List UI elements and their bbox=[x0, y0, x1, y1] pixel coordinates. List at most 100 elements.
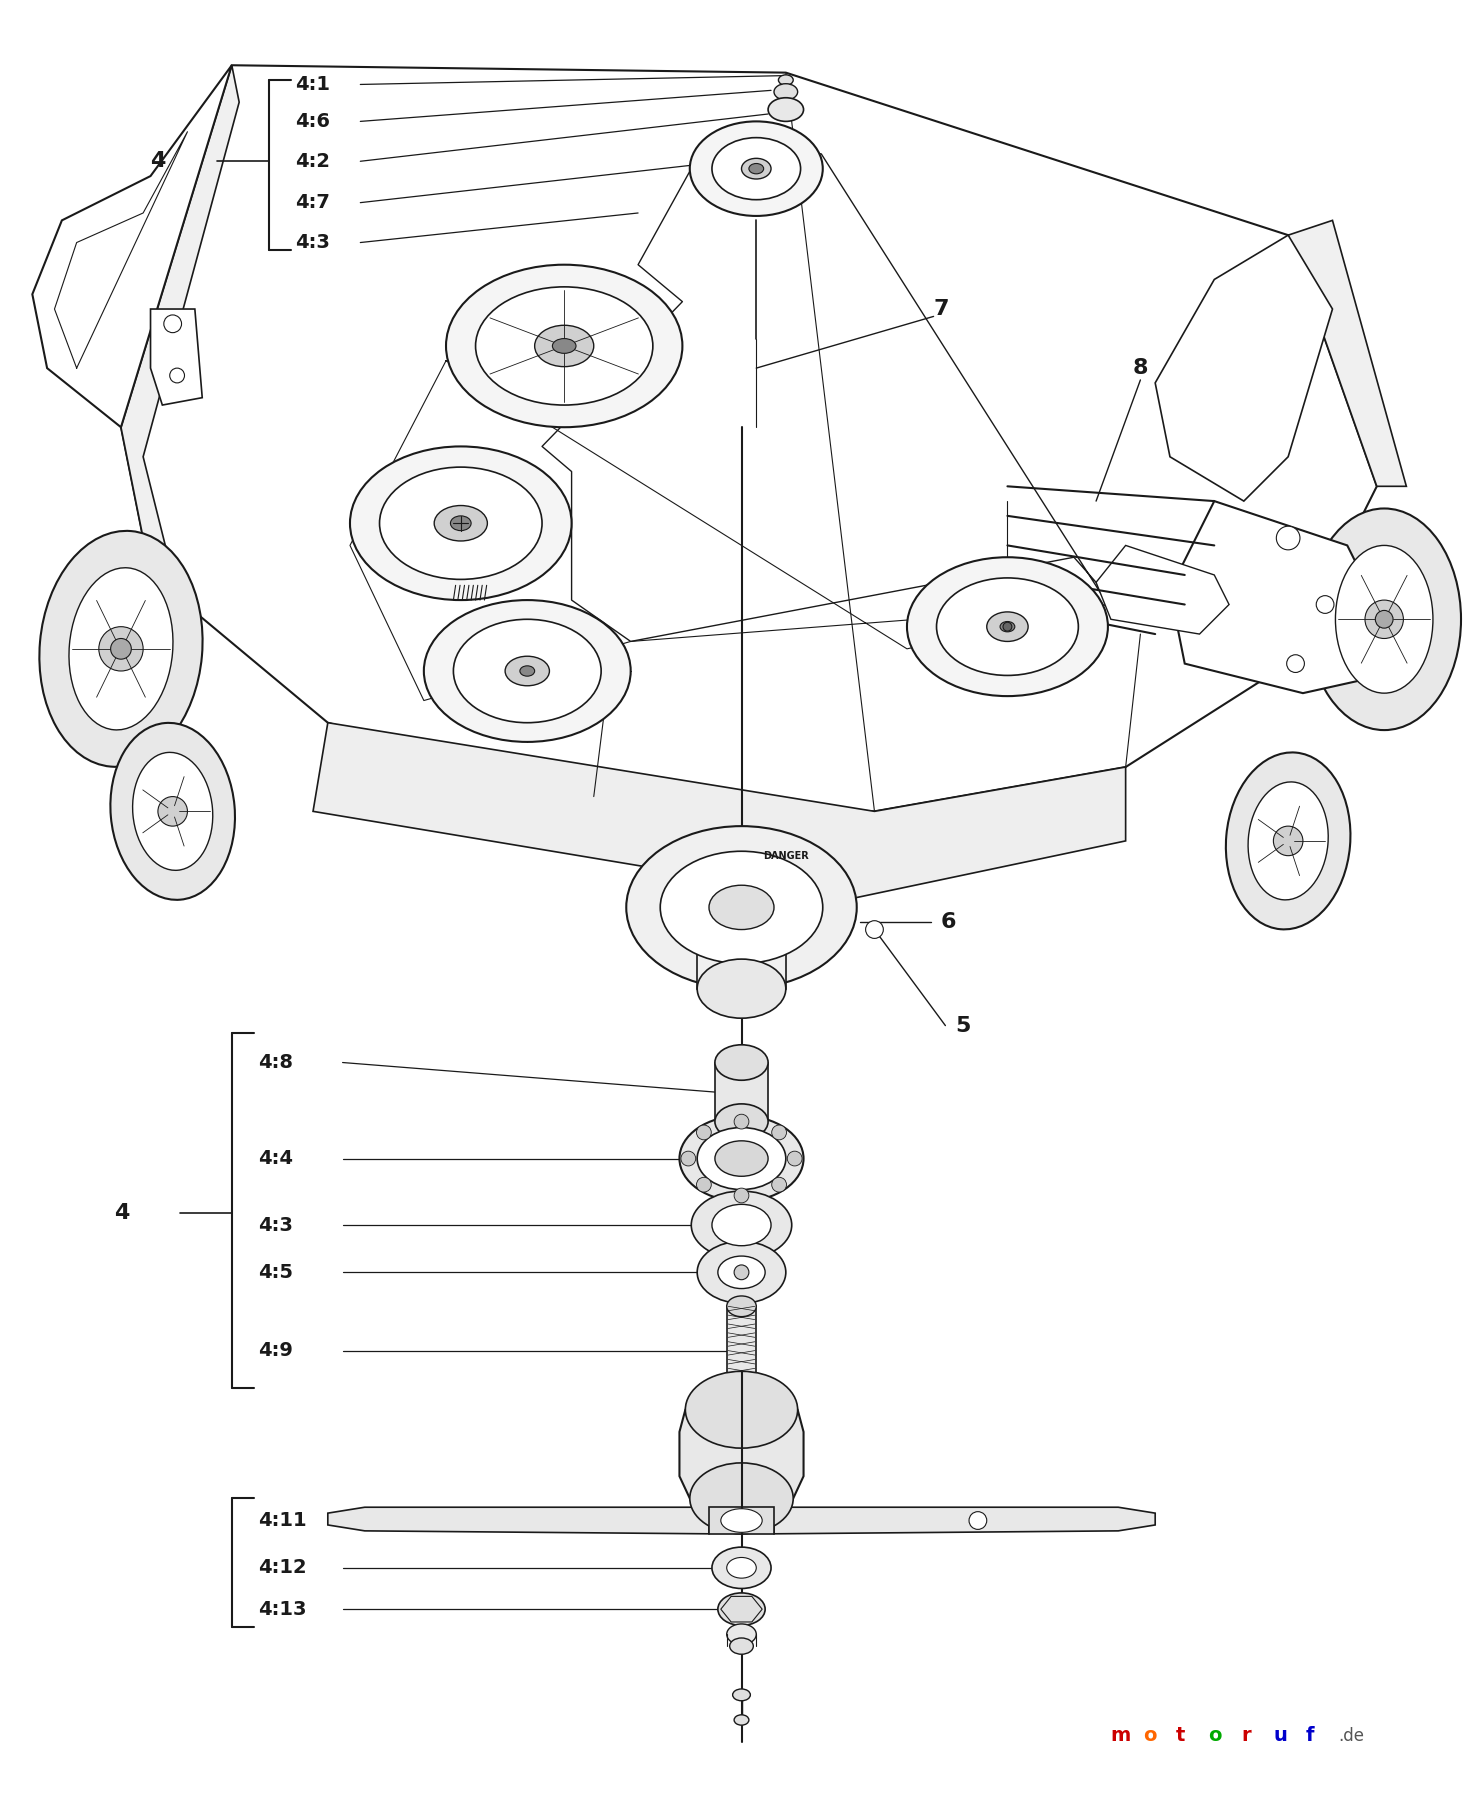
Circle shape bbox=[1274, 826, 1304, 855]
Ellipse shape bbox=[715, 1141, 768, 1175]
Ellipse shape bbox=[712, 1204, 771, 1246]
Bar bbox=[697, 907, 786, 988]
Ellipse shape bbox=[350, 446, 571, 599]
Ellipse shape bbox=[718, 1593, 765, 1625]
Circle shape bbox=[1317, 596, 1333, 614]
Ellipse shape bbox=[727, 1296, 756, 1316]
Circle shape bbox=[734, 1265, 749, 1280]
Ellipse shape bbox=[712, 1548, 771, 1588]
Text: 6: 6 bbox=[940, 913, 957, 932]
Polygon shape bbox=[313, 724, 1126, 900]
Circle shape bbox=[697, 1177, 712, 1192]
Polygon shape bbox=[1096, 545, 1229, 634]
Bar bbox=[709, 1507, 774, 1534]
Text: 4:4: 4:4 bbox=[258, 1148, 294, 1168]
Ellipse shape bbox=[709, 886, 774, 929]
Ellipse shape bbox=[660, 851, 823, 963]
Ellipse shape bbox=[697, 1242, 786, 1303]
Circle shape bbox=[734, 1114, 749, 1129]
Ellipse shape bbox=[690, 1463, 793, 1534]
Ellipse shape bbox=[685, 1372, 798, 1449]
Circle shape bbox=[111, 639, 132, 659]
Bar bbox=[715, 1062, 768, 1121]
Text: m: m bbox=[1111, 1726, 1132, 1744]
Ellipse shape bbox=[70, 567, 174, 731]
Ellipse shape bbox=[749, 164, 764, 175]
Ellipse shape bbox=[697, 1127, 786, 1190]
Text: 4:9: 4:9 bbox=[258, 1341, 294, 1361]
Circle shape bbox=[697, 1125, 712, 1139]
Text: 5: 5 bbox=[955, 1015, 971, 1035]
Text: u: u bbox=[1274, 1726, 1287, 1744]
Text: 4: 4 bbox=[150, 151, 166, 171]
Ellipse shape bbox=[742, 158, 771, 178]
Ellipse shape bbox=[446, 265, 682, 427]
Ellipse shape bbox=[727, 1557, 756, 1579]
Text: 4:6: 4:6 bbox=[295, 112, 331, 131]
Circle shape bbox=[1277, 526, 1301, 549]
Circle shape bbox=[169, 369, 184, 383]
Ellipse shape bbox=[380, 468, 543, 580]
Circle shape bbox=[787, 1152, 802, 1166]
Ellipse shape bbox=[691, 1192, 792, 1258]
Ellipse shape bbox=[715, 1044, 768, 1080]
Text: o: o bbox=[1143, 1726, 1157, 1744]
Polygon shape bbox=[774, 1507, 1155, 1534]
Ellipse shape bbox=[734, 1715, 749, 1724]
Ellipse shape bbox=[476, 286, 653, 405]
Ellipse shape bbox=[1335, 545, 1433, 693]
Text: 8: 8 bbox=[1133, 358, 1148, 378]
Ellipse shape bbox=[733, 1688, 750, 1701]
Ellipse shape bbox=[521, 666, 535, 677]
Ellipse shape bbox=[730, 1600, 753, 1616]
Ellipse shape bbox=[774, 85, 798, 101]
Ellipse shape bbox=[697, 959, 786, 1019]
Ellipse shape bbox=[454, 619, 601, 724]
Text: t: t bbox=[1176, 1726, 1185, 1744]
Circle shape bbox=[734, 1188, 749, 1202]
Ellipse shape bbox=[721, 1508, 762, 1532]
Ellipse shape bbox=[132, 752, 212, 871]
Text: 4: 4 bbox=[114, 1202, 129, 1224]
Ellipse shape bbox=[110, 724, 234, 900]
Circle shape bbox=[866, 920, 884, 938]
Circle shape bbox=[157, 797, 187, 826]
Text: 4:8: 4:8 bbox=[258, 1053, 294, 1073]
Polygon shape bbox=[679, 1409, 804, 1498]
Circle shape bbox=[99, 626, 144, 671]
Ellipse shape bbox=[506, 657, 549, 686]
Ellipse shape bbox=[552, 338, 575, 353]
Ellipse shape bbox=[1000, 621, 1014, 632]
Ellipse shape bbox=[626, 826, 857, 988]
Text: .de: .de bbox=[1338, 1726, 1364, 1744]
Ellipse shape bbox=[1249, 781, 1329, 900]
Text: 7: 7 bbox=[933, 299, 949, 319]
Text: DANGER: DANGER bbox=[762, 851, 808, 860]
Text: 4:3: 4:3 bbox=[295, 232, 331, 252]
Circle shape bbox=[968, 1512, 986, 1530]
Ellipse shape bbox=[730, 1638, 753, 1654]
Circle shape bbox=[771, 1125, 786, 1139]
Text: 4:13: 4:13 bbox=[258, 1600, 307, 1618]
Text: 4:5: 4:5 bbox=[258, 1264, 294, 1282]
Text: 4:12: 4:12 bbox=[258, 1559, 307, 1577]
Polygon shape bbox=[1289, 220, 1406, 486]
Polygon shape bbox=[1170, 500, 1384, 693]
Circle shape bbox=[1003, 623, 1011, 632]
Ellipse shape bbox=[690, 121, 823, 216]
Ellipse shape bbox=[779, 76, 793, 85]
Ellipse shape bbox=[435, 506, 488, 542]
Circle shape bbox=[163, 315, 181, 333]
Polygon shape bbox=[1155, 236, 1333, 500]
Text: f: f bbox=[1307, 1726, 1314, 1744]
Polygon shape bbox=[122, 65, 1376, 812]
Text: 4:11: 4:11 bbox=[258, 1510, 307, 1530]
Polygon shape bbox=[33, 65, 231, 427]
Polygon shape bbox=[122, 65, 239, 574]
Ellipse shape bbox=[40, 531, 203, 767]
Ellipse shape bbox=[937, 578, 1078, 675]
Circle shape bbox=[1375, 610, 1393, 628]
Polygon shape bbox=[721, 1597, 762, 1622]
Ellipse shape bbox=[679, 1116, 804, 1201]
Polygon shape bbox=[150, 310, 202, 405]
